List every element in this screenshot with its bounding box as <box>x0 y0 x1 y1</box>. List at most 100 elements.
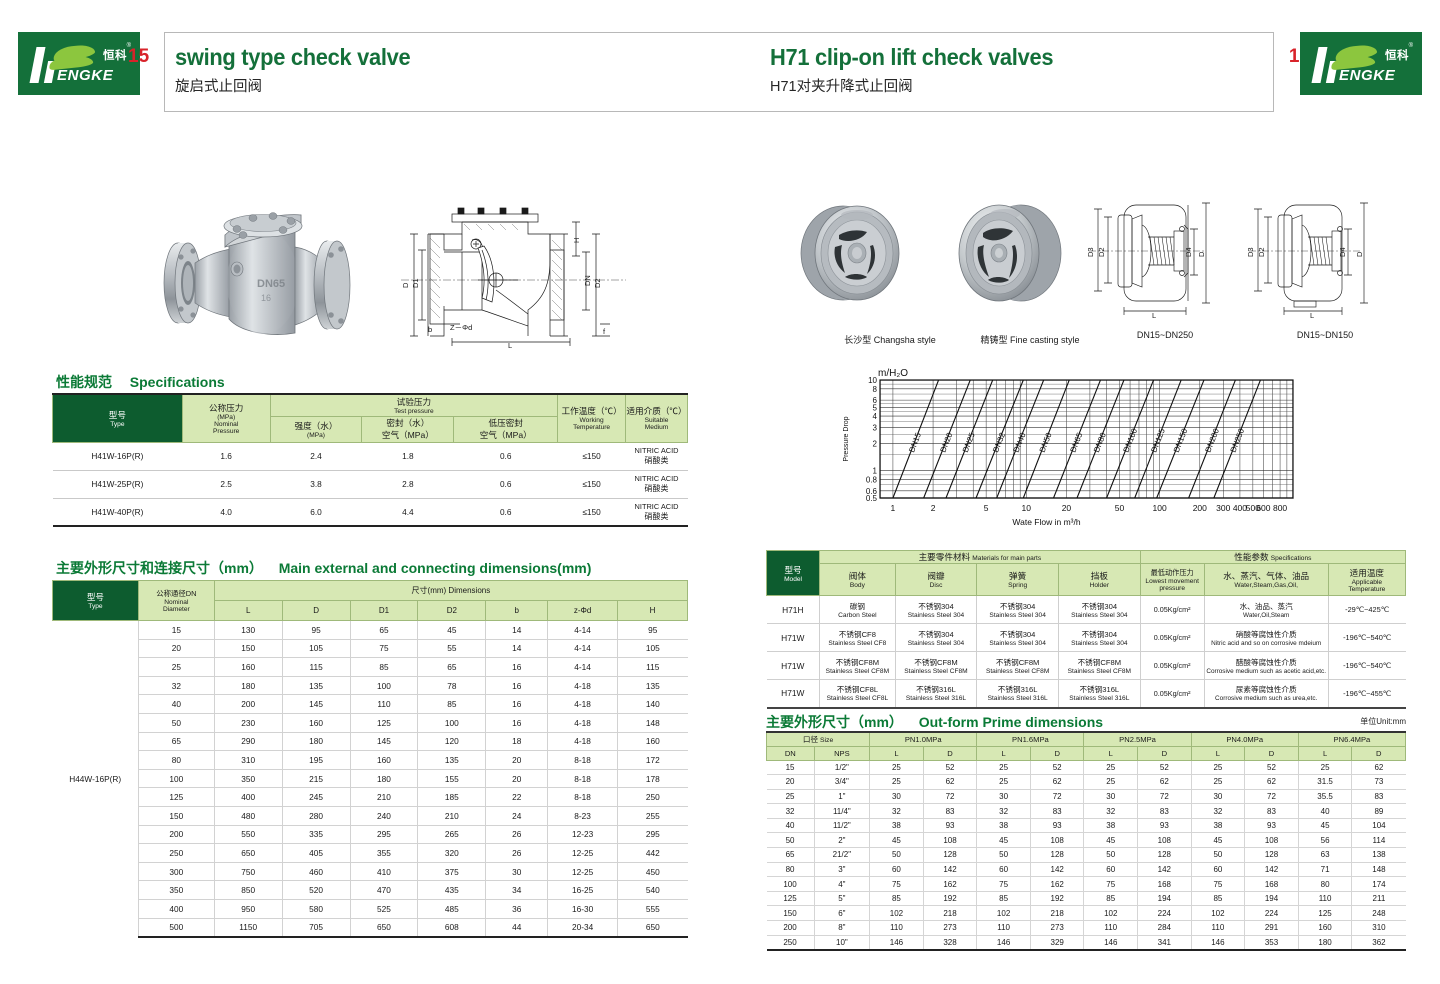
cell-value: 25 <box>976 760 1031 776</box>
cell-value: 62 <box>1244 774 1299 790</box>
caption-drawing-dn15-dn150: DN15~DN150 <box>1296 330 1354 340</box>
cell-value: 60 <box>1083 862 1139 878</box>
cell-value: 52 <box>923 760 978 776</box>
cell-D1: 160 <box>350 750 419 770</box>
cell-H: 115 <box>617 657 688 677</box>
cell-spring: 不锈钢316L Stainless Steel 316L <box>976 679 1059 709</box>
cell-seal: 2.8 <box>361 470 454 499</box>
cell-H: 95 <box>617 620 688 640</box>
cell-value: 73 <box>1351 774 1406 790</box>
cell-value: 128 <box>1244 847 1299 863</box>
svg-text:D3: D3 <box>1086 247 1095 257</box>
cell-nps: 6" <box>814 905 871 922</box>
cell-value: 45 <box>869 832 924 849</box>
cell-L: 950 <box>214 899 283 919</box>
cell-value: 25 <box>1191 774 1246 790</box>
cell-value: 32 <box>976 803 1031 819</box>
cell-D2: 265 <box>417 825 487 845</box>
company-logo-right: 恒科 ® ENGKE <box>1300 32 1422 95</box>
cell-value: 62 <box>923 774 978 790</box>
cell-type: H41W-25P(R) <box>52 470 183 499</box>
table-row: 65 21/2" 50 128 50 128 50 128 50 128 63 138 <box>766 847 1406 863</box>
cell-value: 128 <box>923 847 978 863</box>
cell-value: 83 <box>923 803 978 819</box>
cell-value: 56 <box>1298 832 1353 849</box>
header-col-H: H <box>617 600 688 621</box>
table-row: 80 310 195 160 135 20 8-18 172 <box>53 750 688 770</box>
cell-body: 不锈钢CF8L Stainless Steel CF8L <box>819 679 896 709</box>
cell-value: 32 <box>1191 803 1246 819</box>
cell-D1: 75 <box>350 639 419 659</box>
cell-holder: 不锈钢304 Stainless Steel 304 <box>1058 623 1141 652</box>
svg-text:D: D <box>1355 251 1364 257</box>
svg-text:6: 6 <box>873 396 878 405</box>
table-row: 25 160 115 85 65 16 4-14 115 <box>53 657 688 677</box>
cell-dn: 500 <box>138 918 215 938</box>
svg-text:8: 8 <box>873 385 878 394</box>
cell-dn: 40 <box>766 818 815 834</box>
svg-text:400: 400 <box>1233 503 1247 513</box>
cell-D1: 410 <box>350 862 419 882</box>
cell-value: 30 <box>1191 789 1246 805</box>
cell-dn: 250 <box>138 843 215 863</box>
cell-model: H71W <box>766 651 821 680</box>
cell-value: 72 <box>923 789 978 805</box>
header-group-PN1.6MPa: PN1.6MPa <box>976 731 1085 747</box>
cell-zd: 4-14 <box>547 620 619 640</box>
cell-nps: 2" <box>814 832 871 849</box>
cell-D2: 185 <box>417 787 487 807</box>
left-title-block: swing type check valve 旋启式止回阀 <box>175 44 423 96</box>
header-group-PN2.5MPa: PN2.5MPa <box>1083 731 1192 747</box>
table-row: 50 2" 45 108 45 108 45 108 45 108 56 114 <box>766 832 1406 849</box>
cell-D2: 435 <box>417 880 487 900</box>
cell-value: 284 <box>1137 920 1192 936</box>
cell-value: 52 <box>1244 760 1299 776</box>
series-DN15: DN15 <box>892 379 940 499</box>
cell-D: 215 <box>282 769 351 789</box>
cell-value: 38 <box>976 818 1031 834</box>
cell-b: 24 <box>485 806 549 826</box>
cell-b: 34 <box>485 880 549 900</box>
series-DN80: DN80 <box>1076 379 1125 499</box>
cell-value: 32 <box>869 803 924 819</box>
cell-value: 38 <box>1083 818 1139 834</box>
cell-dn: 80 <box>766 862 815 878</box>
header-sub-L: L <box>1083 745 1139 761</box>
cell-value: 45 <box>1083 832 1139 849</box>
cell-H: 540 <box>617 880 688 900</box>
svg-text:DN: DN <box>583 275 592 286</box>
cell-value: 273 <box>923 920 978 936</box>
cell-value: 341 <box>1137 935 1192 951</box>
svg-text:DN40: DN40 <box>1012 431 1028 454</box>
cell-holder: 不锈钢CF8M Stainless Steel CF8M <box>1058 651 1141 680</box>
cell-value: 45 <box>1191 832 1246 849</box>
cell-lowseal: 0.6 <box>453 470 558 499</box>
table-row: 100 350 215 180 155 20 8-18 178 <box>53 769 688 789</box>
cell-dn: 350 <box>138 880 215 900</box>
cell-L: 200 <box>214 694 283 714</box>
main-dimensions-section-title: 主要外形尺寸和连接尺寸（mm） Main external and connec… <box>56 558 591 578</box>
cell-D2: 485 <box>417 899 487 919</box>
cell-D1: 210 <box>350 787 419 807</box>
cell-value: 194 <box>1244 891 1299 907</box>
svg-text:DN200: DN200 <box>1204 427 1222 454</box>
header-col-b: b <box>485 600 549 621</box>
cell-dn: 65 <box>766 847 815 863</box>
cell-L: 850 <box>214 880 283 900</box>
cell-value: 40 <box>1298 803 1353 819</box>
cell-zd: 8-18 <box>547 769 619 789</box>
outform-header-row-2: DN NPS L D L D L D L D L D <box>766 745 1406 761</box>
wafer-valve-section-drawing-1: D3 D2 D4 D L <box>1086 202 1210 320</box>
svg-text:1: 1 <box>891 503 896 513</box>
cell-value: 162 <box>923 876 978 892</box>
cell-value: 211 <box>1351 891 1406 907</box>
cell-dn: 300 <box>138 862 215 882</box>
header-dimensions-group: 尺寸(mm) Dimensions <box>213 580 689 601</box>
header-col-D2: D2 <box>417 600 487 621</box>
cell-value: 32 <box>1083 803 1139 819</box>
cell-media: 硝酸等腐蚀性介质 Nitric acid and so on corrosive … <box>1204 623 1329 652</box>
header-sub-L: L <box>1297 745 1353 761</box>
cell-value: 25 <box>1191 760 1246 776</box>
cell-zd: 12-25 <box>547 862 619 882</box>
outform-header-row-1: 口径 Size PN1.0MPa PN1.6MPa PN2.5MPa PN4.0MPa P… <box>765 731 1407 747</box>
